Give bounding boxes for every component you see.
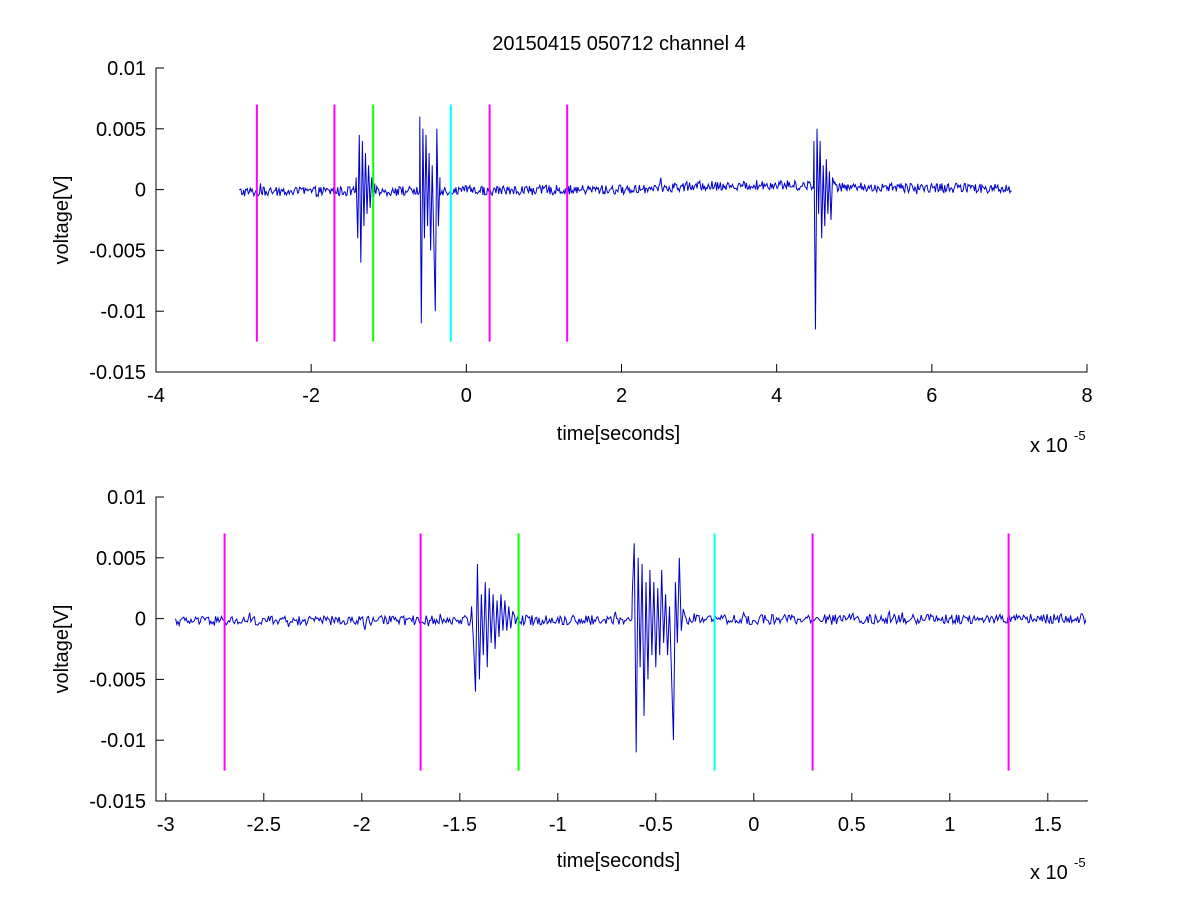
x-tick-label: 1.5	[1034, 814, 1062, 836]
y-tick-label: 0	[135, 609, 146, 631]
y-axis-label: voltage[V]	[51, 605, 73, 694]
chart-title: 20150415 050712 channel 4	[492, 33, 746, 55]
x-tick-label: -1.5	[443, 814, 477, 836]
x-axis-multiplier-exponent: -5	[1074, 855, 1086, 870]
y-tick-label: 0.005	[96, 119, 146, 141]
x-tick-label: 0.5	[838, 814, 866, 836]
x-axis-multiplier-label: x 10	[1030, 862, 1068, 884]
x-axis-label: time[seconds]	[557, 850, 680, 872]
y-tick-label: 0	[135, 180, 146, 202]
y-axis-label: voltage[V]	[51, 176, 73, 265]
x-axis-multiplier-exponent: -5	[1074, 428, 1086, 443]
x-tick-label: -0.5	[639, 814, 673, 836]
y-tick-label: 0.01	[107, 487, 146, 509]
x-tick-label: -3	[157, 814, 175, 836]
y-tick-label: 0.01	[107, 58, 146, 80]
y-tick-label: -0.005	[89, 669, 146, 691]
x-axis-multiplier-label: x 10	[1030, 435, 1068, 457]
x-tick-label: -4	[147, 385, 165, 407]
x-tick-label: 6	[926, 385, 937, 407]
x-tick-label: -2.5	[247, 814, 281, 836]
x-tick-label: -2	[353, 814, 371, 836]
y-tick-label: -0.01	[100, 301, 146, 323]
x-tick-label: 0	[461, 385, 472, 407]
x-tick-label: 4	[771, 385, 782, 407]
x-tick-label: -2	[302, 385, 320, 407]
top-plot-panel: -4 -2 0 2 4 6 8 0.01 0.005 0 -0.005 -0.01 -0.015 time…	[51, 58, 1093, 457]
x-tick-label: 2	[616, 385, 627, 407]
y-tick-label: -0.01	[100, 730, 146, 752]
y-tick-label: -0.005	[89, 240, 146, 262]
x-tick-label: -1	[549, 814, 567, 836]
signal-trace	[175, 543, 1088, 753]
signal-trace	[238, 116, 1012, 330]
y-tick-label: -0.015	[89, 362, 146, 384]
y-tick-label: -0.015	[89, 791, 146, 813]
bottom-plot-panel: -3 -2.5 -2 -1.5 -1 -0.5 0 0.5 1 1.5 0.01 0.005 0 -0.0…	[51, 487, 1088, 884]
x-tick-label: 1	[944, 814, 955, 836]
x-axis-label: time[seconds]	[557, 423, 680, 445]
x-tick-label: 0	[748, 814, 759, 836]
y-tick-label: 0.005	[96, 548, 146, 570]
x-tick-label: 8	[1081, 385, 1092, 407]
